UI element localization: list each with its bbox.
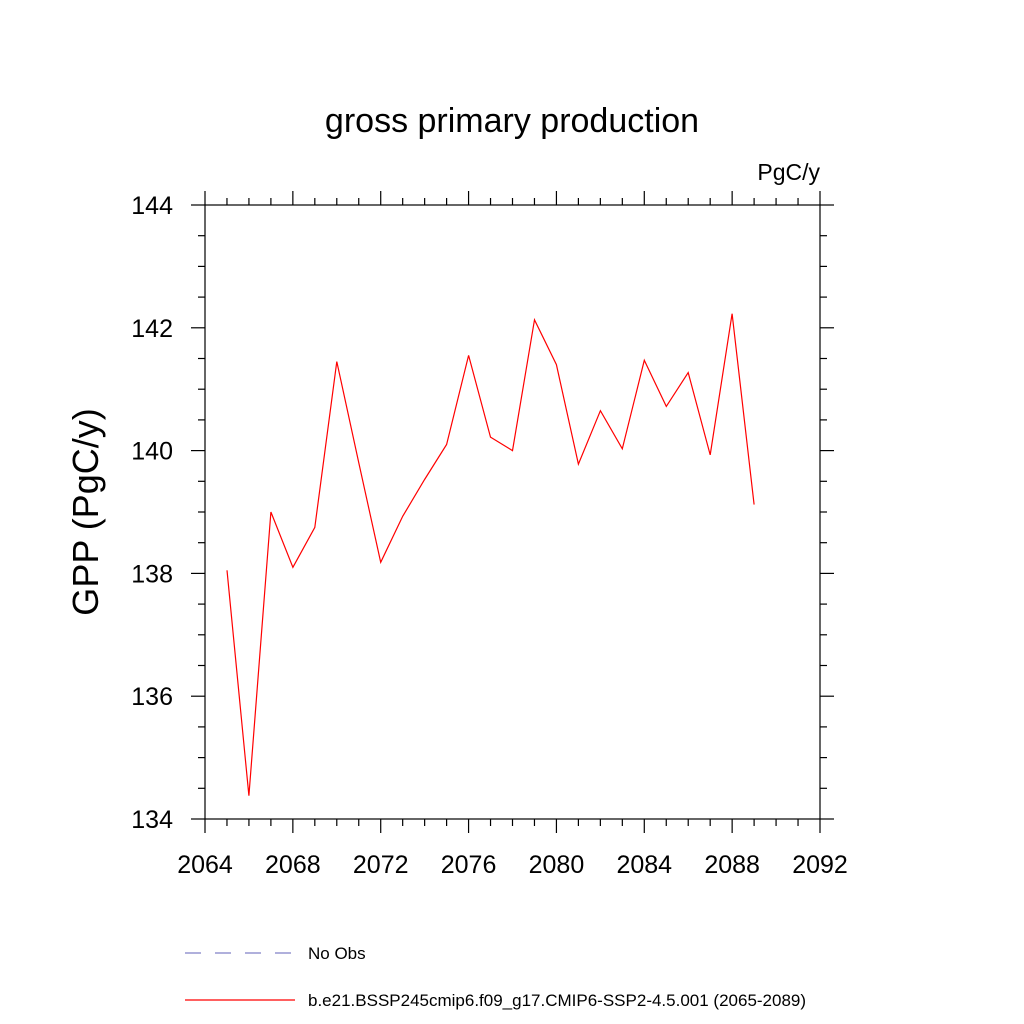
tick-labels: 2064 2068 2072 2076 2080 2084 2088 2092 134 136 13… — [131, 192, 848, 879]
units-label: PgC/y — [757, 159, 820, 185]
y-tick-label: 140 — [131, 438, 173, 466]
legend: No Obs b.e21.BSSP245cmip6.f09_g17.CMIP6-S… — [185, 944, 806, 1010]
x-tick-label: 2064 — [177, 851, 233, 879]
plot-frame — [204, 204, 821, 820]
y-tick-label: 136 — [131, 683, 173, 711]
legend-label: No Obs — [308, 944, 366, 963]
x-tick-label: 2072 — [353, 851, 409, 879]
x-tick-label: 2092 — [792, 851, 848, 879]
y-tick-label: 138 — [131, 560, 173, 588]
data-series — [226, 313, 755, 796]
axis-ticks — [191, 191, 834, 833]
x-tick-label: 2080 — [529, 851, 585, 879]
y-tick-label: 142 — [131, 315, 173, 343]
x-tick-label: 2068 — [265, 851, 321, 879]
x-tick-label: 2076 — [441, 851, 497, 879]
legend-label: b.e21.BSSP245cmip6.f09_g17.CMIP6-SSP2-4.… — [308, 991, 806, 1010]
series-line — [226, 313, 755, 796]
x-tick-label: 2088 — [704, 851, 760, 879]
y-tick-label: 134 — [131, 806, 173, 834]
y-axis-label: GPP (PgC/y) — [65, 408, 106, 615]
x-tick-label: 2084 — [616, 851, 672, 879]
chart-title: gross primary production — [325, 102, 699, 140]
y-tick-label: 144 — [131, 192, 173, 220]
